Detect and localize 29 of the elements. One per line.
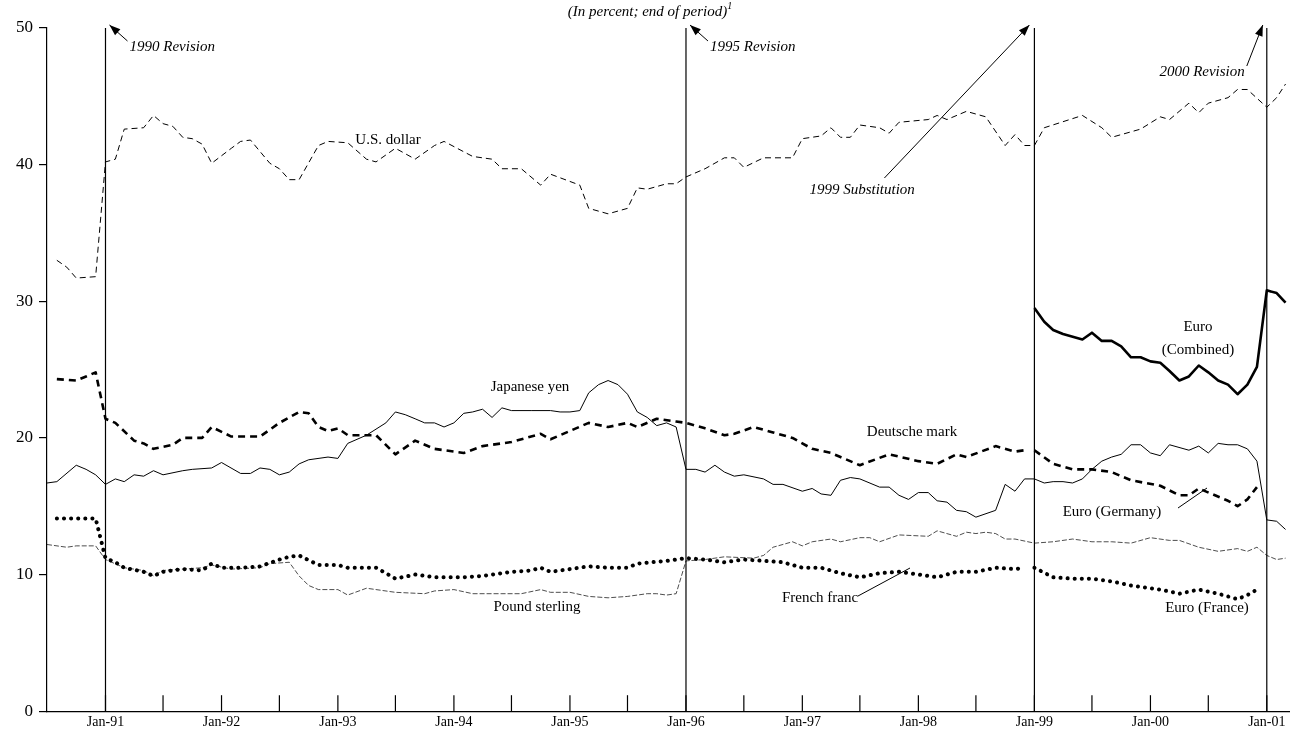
- y-tick-label: 40: [16, 154, 33, 174]
- x-tick-label: Jan-96: [667, 714, 705, 730]
- ref-line-label: 1999 Substitution: [809, 180, 915, 197]
- x-tick-label: Jan-94: [435, 714, 473, 730]
- x-tick-label: Jan-97: [783, 714, 821, 730]
- x-tick-label: Jan-95: [551, 714, 589, 730]
- y-tick-label: 50: [16, 17, 33, 37]
- series-label: Euro (France): [1165, 598, 1249, 616]
- x-tick-label: Jan-01: [1248, 714, 1286, 730]
- x-tick-label: Jan-93: [319, 714, 357, 730]
- y-tick-label: 10: [16, 564, 33, 584]
- series-label: Euro (Germany): [1062, 502, 1162, 520]
- y-tick-label: 20: [16, 427, 33, 447]
- x-tick-label: Jan-00: [1131, 714, 1170, 730]
- y-tick-label: 30: [16, 290, 33, 310]
- series-label: Deutsche mark: [866, 422, 958, 439]
- y-tick-label: 0: [24, 700, 33, 720]
- x-tick-label: Jan-91: [86, 714, 125, 730]
- x-tick-label: Jan-98: [899, 714, 938, 730]
- series-label: U.S. dollar: [355, 130, 421, 147]
- x-tick-label: Jan-92: [202, 714, 241, 730]
- x-tick-label: Jan-99: [1015, 714, 1054, 730]
- series-label: Pound sterling: [493, 597, 582, 614]
- series-label: French franc: [781, 588, 859, 605]
- series-label: Euro (Combined): [1161, 317, 1235, 358]
- series-label: Japanese yen: [490, 377, 570, 394]
- ref-line-label: 2000 Revision: [1159, 62, 1245, 79]
- ref-line-label: 1995 Revision: [709, 37, 796, 54]
- ref-line-label: 1990 Revision: [129, 37, 215, 54]
